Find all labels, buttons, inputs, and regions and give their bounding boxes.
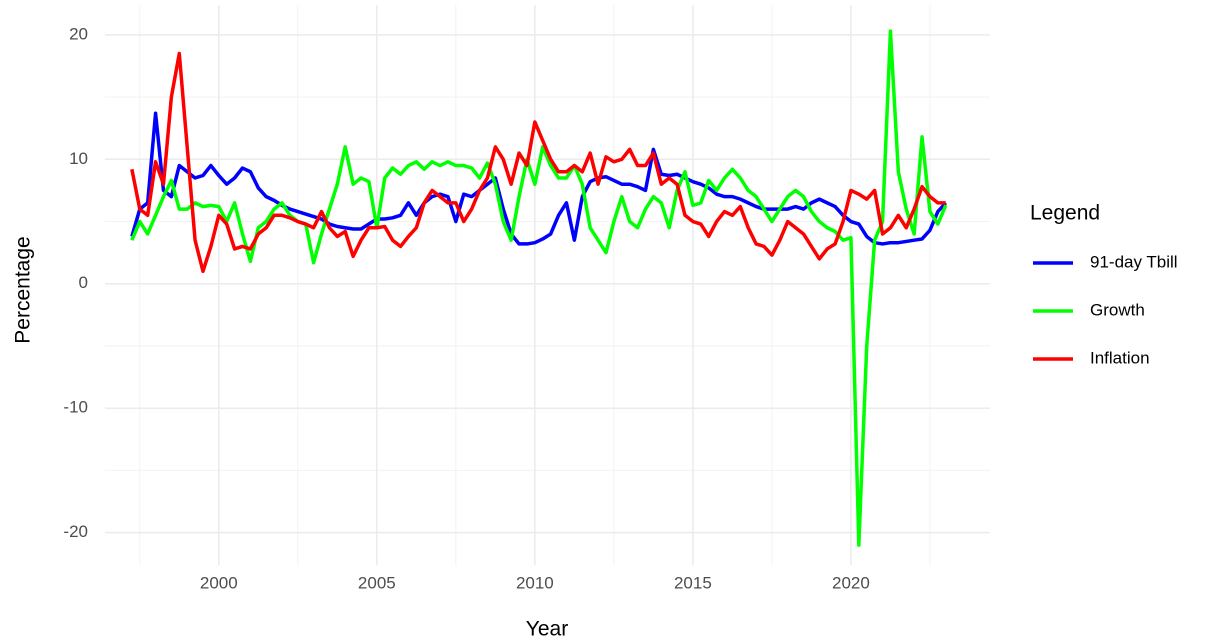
series-line [130, 111, 948, 246]
x-tick-label: 2020 [832, 573, 870, 592]
y-axis-title: Percentage [12, 236, 35, 343]
x-tick-label: 2000 [200, 573, 238, 592]
y-tick-label: 10 [69, 149, 88, 168]
x-tick-label: 2010 [516, 573, 554, 592]
x-axis-title: Year [526, 618, 568, 641]
legend-label: Inflation [1090, 348, 1150, 367]
y-tick-label: 20 [69, 24, 88, 43]
series-line [130, 51, 946, 274]
legend-label: Growth [1090, 300, 1145, 319]
legend-title: Legend [1030, 202, 1100, 225]
x-tick-label: 2005 [358, 573, 396, 592]
series-line [130, 29, 948, 547]
y-tick-label: -10 [63, 398, 88, 417]
y-tick-label: -20 [63, 522, 88, 541]
legend-label: 91-day Tbill [1090, 252, 1178, 271]
y-tick-label: 0 [79, 273, 88, 292]
x-tick-label: 2015 [674, 573, 712, 592]
